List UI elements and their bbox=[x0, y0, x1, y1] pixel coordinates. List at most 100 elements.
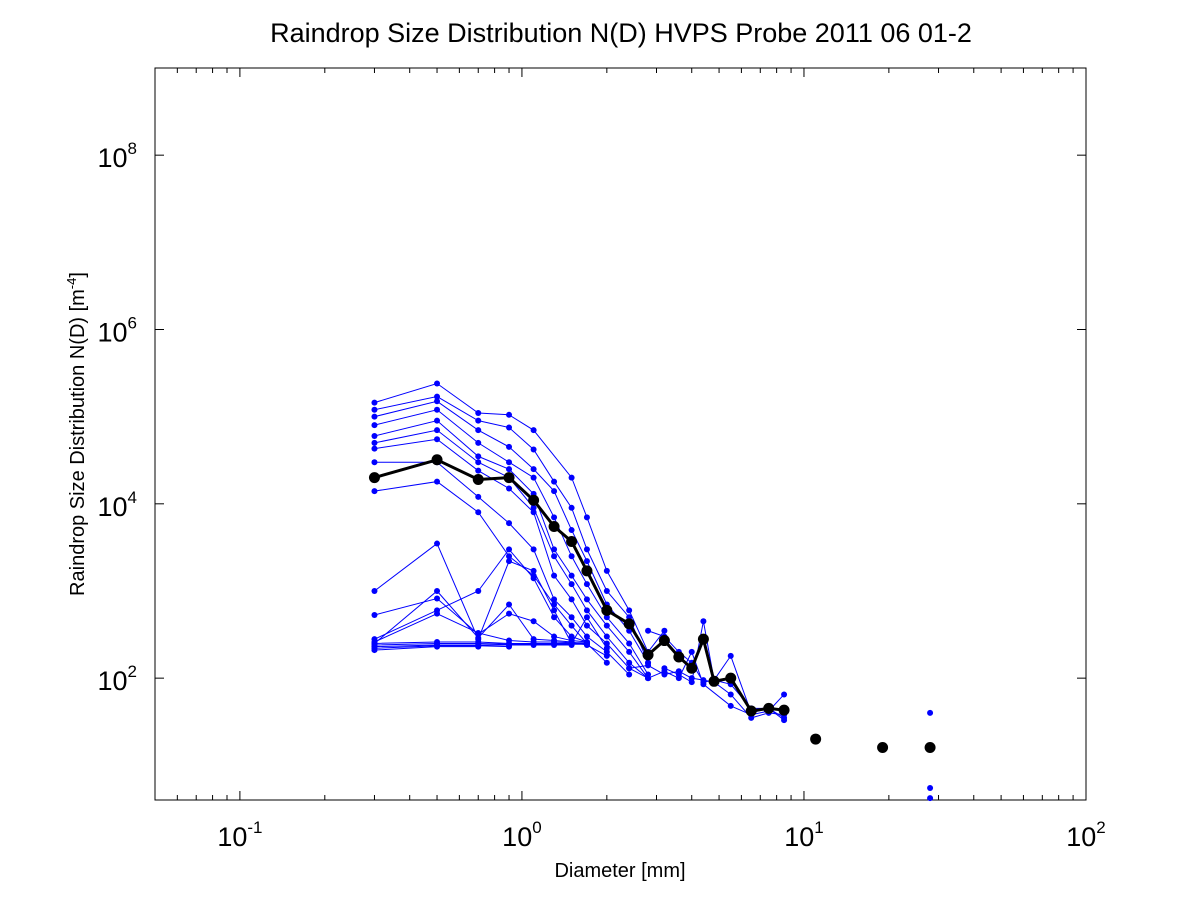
series-point bbox=[568, 474, 575, 481]
series-point bbox=[583, 607, 590, 614]
series-point bbox=[927, 784, 934, 791]
series-point bbox=[506, 643, 513, 650]
series-point bbox=[727, 702, 734, 709]
series-point bbox=[568, 581, 575, 588]
series-point bbox=[700, 681, 707, 688]
series-point bbox=[583, 514, 590, 521]
series-point bbox=[434, 380, 441, 387]
y-tick-label: 102 bbox=[97, 662, 137, 696]
y-tick-label: 106 bbox=[97, 313, 137, 347]
series-point bbox=[530, 567, 537, 574]
mean-series-point bbox=[601, 604, 613, 616]
tick-labels: 10-1 100 101 102 102 104 106 108 bbox=[97, 139, 1105, 852]
series-point bbox=[568, 572, 575, 579]
series-point bbox=[530, 546, 537, 553]
series-point bbox=[568, 527, 575, 534]
series-point bbox=[603, 587, 610, 594]
mean-series-point bbox=[778, 704, 790, 716]
series-point bbox=[371, 647, 378, 654]
series-point bbox=[434, 595, 441, 602]
series-point bbox=[506, 485, 513, 492]
series-point bbox=[626, 640, 633, 647]
series-point bbox=[626, 627, 633, 634]
series-point bbox=[603, 652, 610, 659]
series-point bbox=[371, 432, 378, 439]
series-point bbox=[551, 553, 558, 560]
series-point bbox=[568, 642, 575, 649]
series-point bbox=[530, 474, 537, 481]
series-point bbox=[530, 446, 537, 453]
mean-series-group bbox=[368, 454, 936, 754]
y-tick-label: 108 bbox=[97, 139, 137, 173]
y-axis-label-superscript: -4 bbox=[64, 278, 79, 290]
series-point bbox=[568, 596, 575, 603]
series-point bbox=[371, 612, 378, 619]
series-point bbox=[583, 558, 590, 565]
series-point bbox=[645, 627, 652, 634]
mean-series-point bbox=[763, 702, 775, 714]
series-point bbox=[583, 641, 590, 648]
series-point bbox=[506, 546, 513, 553]
series-point bbox=[568, 553, 575, 560]
series-point bbox=[475, 467, 482, 474]
series-point bbox=[781, 691, 788, 698]
series-point bbox=[434, 587, 441, 594]
mean-series-point bbox=[642, 649, 654, 661]
series-point bbox=[603, 640, 610, 647]
series-point bbox=[475, 493, 482, 500]
x-axis-label: Diameter [mm] bbox=[554, 860, 685, 882]
series-point bbox=[551, 607, 558, 614]
series-point bbox=[475, 417, 482, 424]
series-point bbox=[371, 459, 378, 466]
series-point bbox=[475, 509, 482, 516]
y-axis-label-main: Raindrop Size Distribution N(D) [m bbox=[67, 289, 89, 596]
series-point bbox=[568, 504, 575, 511]
series-point bbox=[475, 410, 482, 417]
mean-series-point bbox=[548, 520, 560, 532]
series-point bbox=[506, 553, 513, 560]
series-point bbox=[434, 540, 441, 547]
series-point bbox=[434, 406, 441, 413]
series-point bbox=[583, 614, 590, 621]
series-point bbox=[434, 398, 441, 405]
axis-ticks bbox=[154, 68, 1086, 800]
mean-series-point bbox=[623, 618, 635, 630]
series-point bbox=[434, 610, 441, 617]
mean-series-point bbox=[697, 633, 709, 645]
series-point bbox=[551, 478, 558, 485]
series-point bbox=[506, 558, 513, 565]
mean-series-point bbox=[725, 672, 737, 684]
y-axis-label: Raindrop Size Distribution N(D) [m-4] bbox=[64, 272, 89, 596]
series-point bbox=[603, 567, 610, 574]
series-point bbox=[506, 411, 513, 418]
series-point bbox=[506, 443, 513, 450]
series-point bbox=[551, 633, 558, 640]
series-point bbox=[583, 633, 590, 640]
mean-series-point bbox=[924, 742, 936, 754]
mean-series-point bbox=[503, 472, 515, 484]
mean-series-point bbox=[368, 472, 380, 484]
series-point bbox=[530, 504, 537, 511]
mean-series-point bbox=[810, 733, 822, 745]
series-point bbox=[371, 422, 378, 429]
series-point bbox=[506, 610, 513, 617]
series-point bbox=[434, 643, 441, 650]
mean-series-point bbox=[431, 454, 443, 466]
series-point bbox=[551, 601, 558, 608]
series-point bbox=[645, 662, 652, 669]
mean-series-point bbox=[528, 494, 540, 506]
mean-series-point bbox=[708, 675, 720, 687]
series-point bbox=[551, 488, 558, 495]
series-point bbox=[530, 509, 537, 516]
series-point bbox=[434, 436, 441, 443]
series-point bbox=[727, 691, 734, 698]
series-point bbox=[551, 614, 558, 621]
series-point bbox=[603, 633, 610, 640]
series-line-18 bbox=[374, 645, 510, 649]
series-point bbox=[530, 642, 537, 649]
mean-series-point bbox=[581, 565, 593, 577]
series-point bbox=[603, 622, 610, 629]
series-point bbox=[551, 596, 558, 603]
series-point bbox=[434, 393, 441, 400]
